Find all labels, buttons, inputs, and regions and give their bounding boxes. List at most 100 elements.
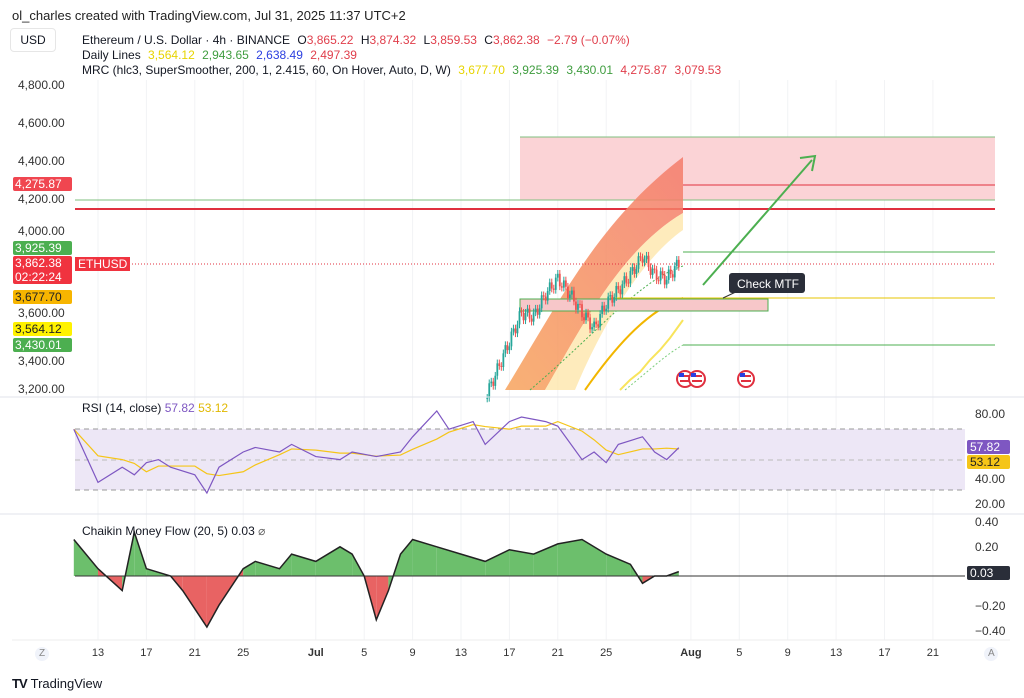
candle-body (635, 268, 638, 274)
cmf-value-tag: 0.03 (967, 566, 1010, 580)
time-axis-label: 17 (503, 647, 516, 659)
rsi-legend[interactable]: RSI (14, close) 57.82 53.12 (82, 401, 228, 415)
close-value: 3,862.38 (492, 33, 540, 47)
cmf-area-segment (582, 539, 607, 576)
candle-body (675, 259, 678, 267)
rsi-value-tag: 57.82 (967, 440, 1010, 454)
candle-body (599, 313, 602, 327)
rsi-ma-value: 53.12 (198, 401, 229, 415)
daily-value: 3,564.12 (148, 48, 195, 62)
support-box[interactable] (519, 298, 769, 312)
cmf-area-segment (243, 561, 256, 576)
price-axis-label: 3,600.00 (18, 306, 65, 320)
cmf-value: 0.03 (231, 524, 255, 538)
candle-body (542, 295, 545, 297)
candle-body (500, 365, 503, 367)
candle-body (587, 312, 589, 318)
price-tag-mrc-lower: 3,430.01 (13, 338, 72, 352)
open-value: 3,865.22 (306, 33, 354, 47)
target-arrow[interactable] (702, 159, 813, 286)
cmf-axis-label: 0.40 (975, 515, 999, 529)
candle-body (562, 280, 565, 288)
price-axis-label: 4,400.00 (18, 154, 65, 168)
rsi-axis-label: 20.00 (975, 497, 1006, 511)
candle-body (649, 267, 652, 275)
mrc-value: 3,430.01 (566, 63, 614, 77)
change-value: −2.79 (−0.07%) (547, 33, 630, 47)
time-axis-label: 21 (551, 647, 564, 659)
mrc-legend[interactable]: MRC (hlc3, SuperSmoother, 200, 1, 2.415,… (82, 63, 725, 77)
candle-body (597, 324, 600, 327)
mrc-lower-dotted-2 (624, 344, 684, 391)
symbol-title: Ethereum / U.S. Dollar · 4h · BINANCE (82, 33, 291, 47)
time-axis-label: 9 (409, 647, 416, 659)
cmf-area-segment (412, 539, 437, 576)
candle-body (498, 363, 501, 366)
auto-scale-button[interactable] (984, 647, 998, 661)
time-axis-label: Aug (680, 647, 702, 659)
daily-value: 2,497.39 (310, 48, 357, 62)
time-axis-label: 9 (784, 647, 791, 659)
tradingview-logo[interactable]: TV TradingView (12, 676, 102, 691)
last-price-tag: 3,862.38 02:22:24 (13, 256, 72, 284)
zoom-button[interactable] (35, 647, 49, 661)
price-axis-label: 4,200.00 (18, 192, 65, 206)
candle-body (564, 280, 567, 287)
hide-icon[interactable]: ⌀ (258, 524, 266, 538)
check-mtf-callout[interactable] (729, 273, 805, 293)
rsi-line (73, 409, 680, 495)
cmf-area-segment (315, 546, 340, 576)
time-axis-label: 13 (829, 647, 843, 659)
daily-value: 2,943.65 (202, 48, 249, 62)
candle-body (623, 276, 626, 285)
candle-body (526, 308, 529, 313)
candle-body (619, 289, 622, 295)
candle-body (633, 267, 636, 274)
candle-body (518, 311, 521, 325)
close-label: C (484, 33, 493, 47)
candle-body (556, 273, 559, 278)
candle-body (522, 312, 525, 321)
candle-body (488, 383, 491, 398)
candle-body (653, 268, 656, 270)
candle-body (625, 276, 628, 283)
rsi-axis-label: 80.00 (975, 407, 1006, 421)
candle-body (510, 331, 513, 347)
candle-body (502, 353, 505, 367)
flag-icon[interactable] (737, 370, 755, 388)
candle-body (657, 280, 660, 282)
cmf-area-segment (400, 539, 413, 576)
candle-body (536, 308, 539, 315)
candle-body (577, 303, 579, 310)
arrow-head-icon (799, 154, 817, 172)
candle-body (661, 271, 664, 275)
resistance-zone[interactable] (520, 137, 995, 200)
high-label: H (360, 33, 370, 47)
cmf-area-segment (340, 546, 353, 576)
time-axis-label: 5 (736, 647, 743, 659)
cmf-label: Chaikin Money Flow (20, 5) (82, 524, 229, 538)
cmf-area-segment (606, 554, 631, 576)
candle-body (508, 346, 511, 351)
candle-body (550, 282, 553, 289)
flag-icon[interactable] (688, 370, 706, 388)
candle-body (524, 312, 527, 321)
candle-body (558, 273, 561, 287)
candles (486, 251, 680, 403)
price-axis-label: 3,200.00 (18, 382, 65, 396)
candle-body (579, 303, 581, 305)
cmf-area-segment (436, 546, 461, 576)
currency-button[interactable]: USD (10, 28, 56, 52)
candle-body (609, 295, 612, 297)
candle-body (486, 397, 489, 399)
ticker-tag: ETHUSD (75, 257, 131, 271)
daily-lines-label: Daily Lines (82, 48, 141, 62)
daily-lines-legend[interactable]: Daily Lines 3,564.12 2,943.65 2,638.49 2… (82, 48, 361, 62)
footer-brand: TradingView (30, 676, 103, 691)
cmf-legend[interactable]: Chaikin Money Flow (20, 5) 0.03 ⌀ (82, 524, 265, 538)
rsi-ma-tag: 53.12 (967, 455, 1010, 469)
symbol-legend: Ethereum / U.S. Dollar · 4h · BINANCE O3… (82, 33, 634, 47)
cmf-area-segment (557, 539, 582, 576)
cmf-area-segment (182, 576, 207, 628)
